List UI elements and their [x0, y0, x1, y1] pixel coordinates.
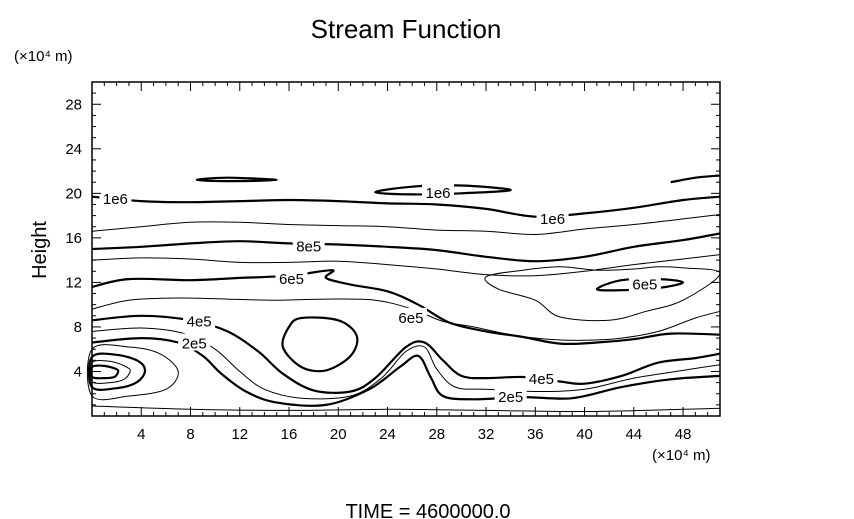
contour-line: [91, 405, 721, 413]
x-tick-label: 44: [625, 426, 642, 443]
x-tick-label: 24: [379, 426, 396, 443]
contour-label-bg: [275, 268, 308, 286]
x-tick-label: 4: [137, 426, 145, 443]
chart-title: Stream Function: [311, 14, 502, 44]
contour-label: 1e6: [426, 185, 451, 202]
contour-label: 6e5: [632, 277, 657, 294]
contour-label: 6e5: [279, 271, 304, 288]
y-tick-label: 28: [65, 96, 82, 113]
contour-label: 4e5: [529, 371, 554, 388]
contour-label: 1e6: [103, 191, 128, 208]
x-tick-label: 32: [478, 426, 495, 443]
y-tick-label: 20: [65, 185, 82, 202]
contour-label: 2e5: [182, 336, 207, 353]
contour-line: [91, 297, 721, 341]
contour-line: [91, 337, 721, 407]
y-tick-label: 16: [65, 230, 82, 247]
contour-line: [91, 232, 721, 263]
contour-line: [91, 214, 721, 236]
contour-line: [87, 352, 147, 391]
y-tick-label: 24: [65, 141, 82, 158]
contour-label: 4e5: [187, 313, 212, 330]
contour-line: [595, 277, 685, 292]
contour-label-bg: [536, 208, 569, 226]
x-tick-label: 12: [231, 426, 248, 443]
contour-label-bg: [494, 386, 527, 404]
x-tick-label: 8: [186, 426, 194, 443]
contour-label-bg: [394, 307, 427, 325]
y-axis-label: Height: [29, 221, 51, 279]
contour-line: [91, 314, 721, 394]
contour-line: [91, 195, 721, 218]
contour-line: [484, 266, 721, 322]
contour-line: [91, 269, 721, 346]
contour-label-bg: [99, 188, 132, 206]
x-axis-label: (×10⁴ m): [652, 447, 711, 464]
contour-label: 1e6: [540, 211, 565, 228]
contour-line: [91, 254, 721, 277]
x-tick-label: 36: [527, 426, 544, 443]
contour-label-bg: [422, 183, 455, 201]
contour-labels: 1e6 1e6 1e6 8e5 6e5 6e5 6e5 4e5 2e5 4e5 2e5: [99, 183, 661, 406]
plot-frame: [91, 81, 721, 417]
y-tick-label: 12: [65, 274, 82, 291]
contour-lines: [86, 174, 721, 413]
x-tick-label: 40: [576, 426, 593, 443]
y-tick-label: 8: [74, 319, 82, 336]
contour-label: 8e5: [296, 239, 321, 256]
contour-label: 6e5: [398, 310, 423, 327]
x-tick-label: 20: [330, 426, 347, 443]
x-tick-label: 48: [675, 426, 692, 443]
contour-label-bg: [628, 274, 661, 292]
contour-line: [281, 316, 359, 373]
x-tick-label: 28: [428, 426, 445, 443]
contour-line: [374, 184, 512, 196]
contour-label-bg: [178, 333, 211, 351]
x-tick-label: 16: [281, 426, 298, 443]
contour-line: [195, 176, 278, 183]
y-tick-label: 4: [74, 363, 82, 380]
contour-label: 2e5: [498, 389, 523, 406]
contour-label-bg: [183, 311, 216, 329]
y-unit-label: (×10⁴ m): [14, 48, 73, 65]
contour-line: [86, 344, 179, 401]
contour-label-bg: [525, 369, 558, 387]
contour-label-bg: [292, 236, 325, 254]
time-footer: TIME = 4600000.0: [345, 501, 510, 519]
contour-line: [670, 174, 721, 184]
contour-line: [91, 327, 721, 400]
